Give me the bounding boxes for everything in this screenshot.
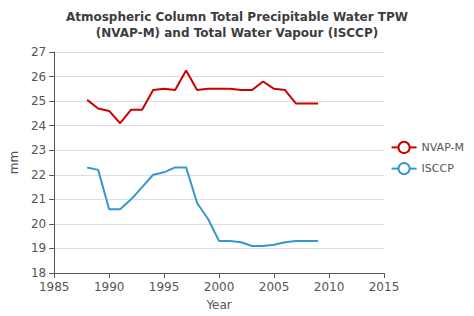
svg-text:23: 23 [31,143,46,157]
svg-text:20: 20 [31,217,46,231]
svg-text:25: 25 [31,94,46,108]
svg-text:26: 26 [31,70,46,84]
svg-text:2010: 2010 [314,280,345,294]
svg-text:22: 22 [31,168,46,182]
svg-text:Year: Year [205,298,231,312]
svg-text:24: 24 [31,119,46,133]
svg-text:ISCCP: ISCCP [422,162,455,175]
svg-text:(NVAP-M) and Total Water Vapou: (NVAP-M) and Total Water Vapour (ISCCP) [96,26,378,40]
svg-text:Atmospheric Column Total Preci: Atmospheric Column Total Precipitable Wa… [66,10,408,24]
svg-text:NVAP-M: NVAP-M [422,141,464,154]
svg-text:2000: 2000 [204,280,235,294]
svg-text:18: 18 [31,266,46,280]
svg-text:mm: mm [7,151,21,174]
svg-text:2015: 2015 [369,280,400,294]
svg-text:27: 27 [31,45,46,59]
svg-text:2005: 2005 [259,280,290,294]
svg-text:1985: 1985 [39,280,70,294]
svg-text:21: 21 [31,192,46,206]
svg-text:1990: 1990 [94,280,125,294]
svg-text:19: 19 [31,241,46,255]
svg-text:1995: 1995 [149,280,180,294]
